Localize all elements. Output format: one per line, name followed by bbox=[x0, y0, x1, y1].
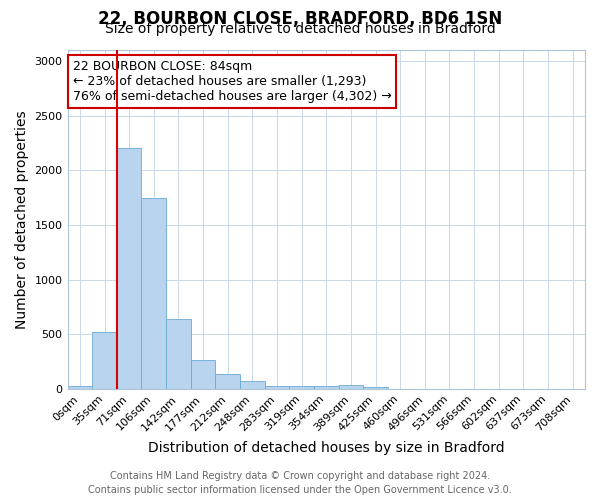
Bar bbox=[166, 319, 191, 389]
Bar bbox=[215, 374, 240, 389]
X-axis label: Distribution of detached houses by size in Bradford: Distribution of detached houses by size … bbox=[148, 441, 505, 455]
Bar bbox=[265, 386, 289, 389]
Bar bbox=[117, 148, 142, 389]
Bar bbox=[240, 380, 265, 389]
Text: Size of property relative to detached houses in Bradford: Size of property relative to detached ho… bbox=[104, 22, 496, 36]
Bar bbox=[142, 198, 166, 389]
Text: 22 BOURBON CLOSE: 84sqm
← 23% of detached houses are smaller (1,293)
76% of semi: 22 BOURBON CLOSE: 84sqm ← 23% of detache… bbox=[73, 60, 391, 103]
Text: 22, BOURBON CLOSE, BRADFORD, BD6 1SN: 22, BOURBON CLOSE, BRADFORD, BD6 1SN bbox=[98, 10, 502, 28]
Bar bbox=[314, 386, 338, 389]
Bar bbox=[338, 385, 363, 389]
Bar bbox=[92, 332, 117, 389]
Bar bbox=[191, 360, 215, 389]
Y-axis label: Number of detached properties: Number of detached properties bbox=[15, 110, 29, 328]
Text: Contains HM Land Registry data © Crown copyright and database right 2024.
Contai: Contains HM Land Registry data © Crown c… bbox=[88, 471, 512, 495]
Bar bbox=[68, 386, 92, 389]
Bar bbox=[363, 386, 388, 389]
Bar bbox=[289, 386, 314, 389]
